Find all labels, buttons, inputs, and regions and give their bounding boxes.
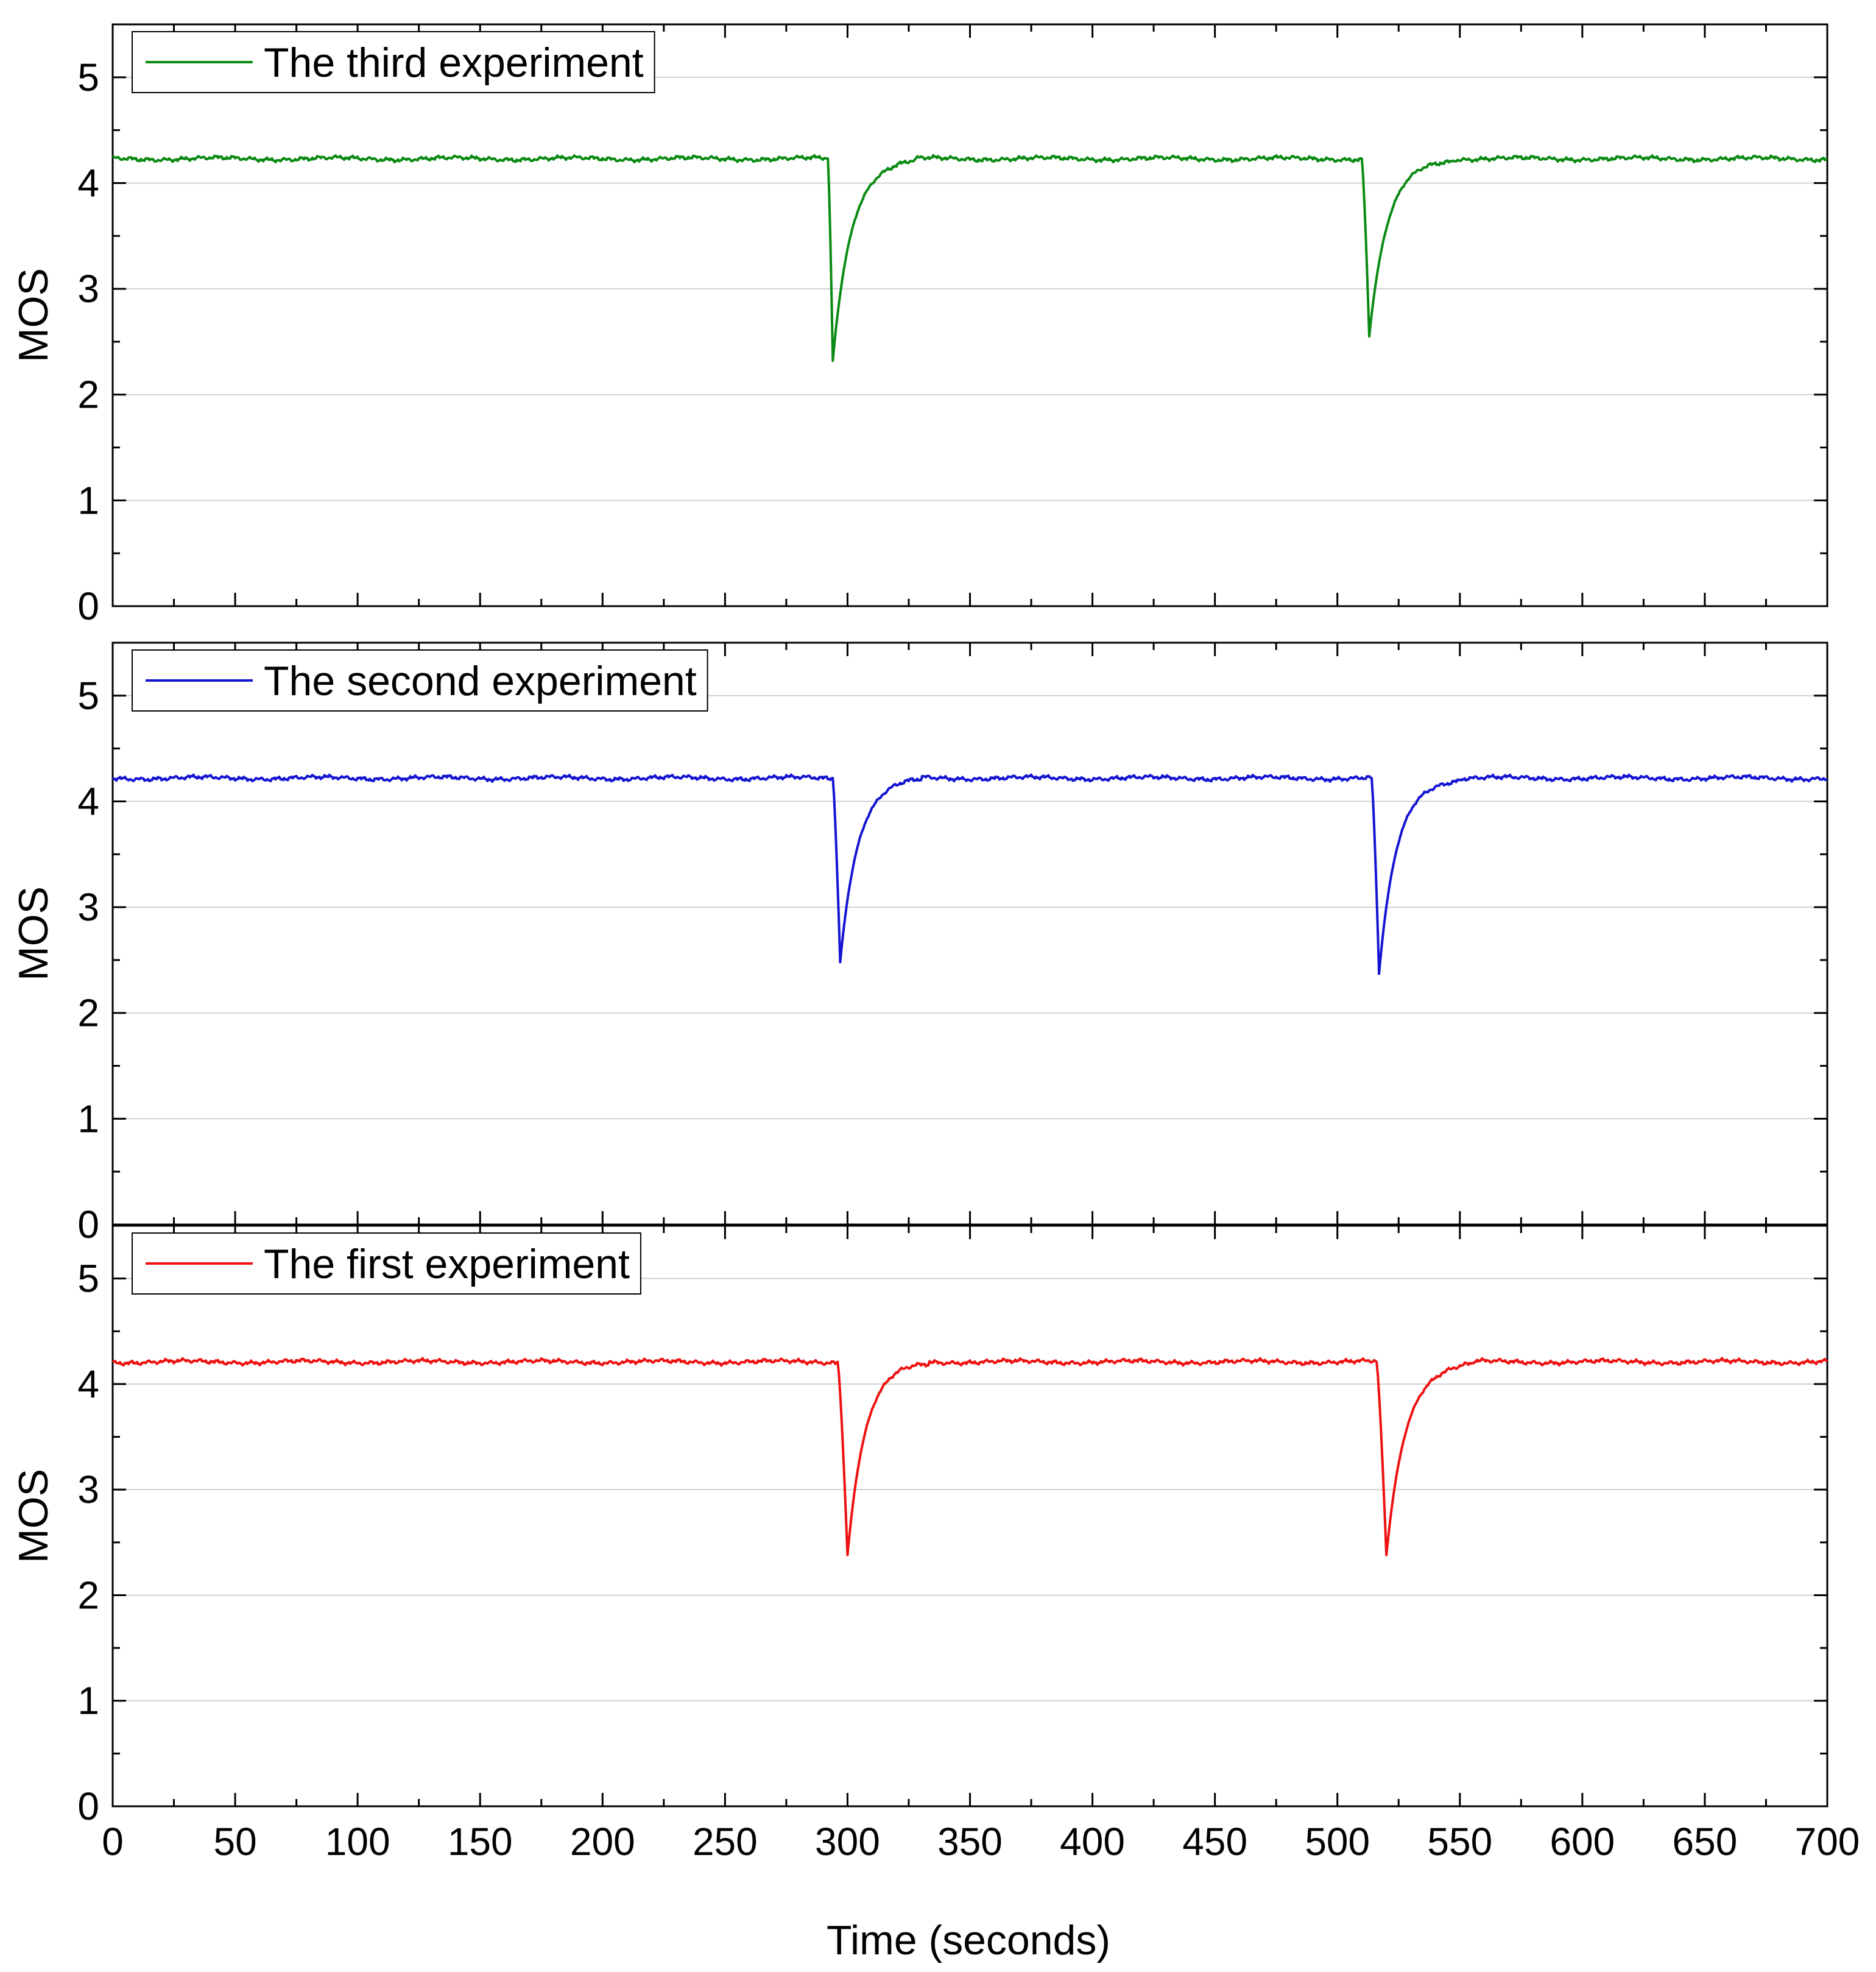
- series-line-second: [111, 773, 1828, 975]
- x-tick-label: 650: [1673, 1820, 1738, 1864]
- y-tick-label: 3: [77, 1468, 99, 1511]
- x-tick-label: 0: [102, 1820, 124, 1864]
- y-tick-label: 0: [77, 584, 99, 628]
- y-tick-label: 3: [77, 267, 99, 311]
- panel-second: 0 1 2 3 4 5 MOS The second experiment: [10, 641, 1828, 1246]
- y-tick-label: 1: [77, 1097, 99, 1140]
- y-axis-label: MOS: [10, 886, 57, 981]
- legend: The second experiment: [132, 649, 708, 712]
- plot-frame: [111, 1225, 1828, 1808]
- x-tick-label: 600: [1550, 1820, 1615, 1864]
- y-axis-label: MOS: [10, 268, 57, 362]
- x-axis-label: Time (seconds): [827, 1917, 1110, 1963]
- y-tick-label: 5: [77, 674, 99, 718]
- panel-first: 0 1 2 3 4 5 MOS The first experiment: [10, 1225, 1828, 1828]
- y-tick-label: 4: [77, 1362, 99, 1406]
- legend-label: The first experiment: [264, 1241, 630, 1287]
- y-tick-label: 0: [77, 1203, 99, 1246]
- x-tick-label: 200: [570, 1820, 635, 1864]
- legend-label: The third experiment: [264, 40, 644, 86]
- x-tick-label: 250: [693, 1820, 758, 1864]
- legend-box: [132, 1232, 641, 1295]
- panel-third: 0 1 2 3 4 5 MOS The third experiment: [10, 23, 1828, 628]
- y-tick-label: 2: [77, 1573, 99, 1617]
- y-tick-label: 5: [77, 1257, 99, 1301]
- y-tick-label: 3: [77, 885, 99, 929]
- y-tick-label: 2: [77, 991, 99, 1035]
- legend: The third experiment: [132, 31, 655, 93]
- y-tick-label: 4: [77, 779, 99, 823]
- y-tick-label: 0: [77, 1784, 99, 1828]
- x-tick-label: 500: [1305, 1820, 1370, 1864]
- series-line-third: [111, 154, 1828, 362]
- x-tick-label: 700: [1795, 1820, 1860, 1864]
- x-tick-label: 450: [1182, 1820, 1247, 1864]
- y-tick-label: 4: [77, 161, 99, 205]
- legend-label: The second experiment: [264, 658, 697, 704]
- x-tick-label: 350: [937, 1820, 1003, 1864]
- y-axis-label: MOS: [10, 1469, 57, 1563]
- x-tick-label: 400: [1060, 1820, 1125, 1864]
- panels-layer: 0 1 2 3 4 5 MOS The third experiment 0 1 2 3 4 5 MOS Th…: [10, 23, 1860, 1864]
- x-tick-label: 50: [213, 1820, 256, 1864]
- y-tick-label: 1: [77, 478, 99, 522]
- y-tick-label: 1: [77, 1679, 99, 1723]
- x-tick-label: 550: [1427, 1820, 1492, 1864]
- plot-frame: [111, 23, 1828, 607]
- series-line-first: [111, 1357, 1828, 1557]
- x-tick-label: 100: [325, 1820, 390, 1864]
- x-tick-label: 150: [448, 1820, 513, 1864]
- legend: The first experiment: [132, 1232, 641, 1295]
- x-tick-label: 300: [815, 1820, 880, 1864]
- plot-frame: [111, 641, 1828, 1226]
- y-tick-label: 2: [77, 373, 99, 417]
- y-tick-label: 5: [77, 55, 99, 99]
- x-tick-labels: 0 50 100 150 200 250 300 350 400 450 500 550 600 650 7…: [102, 1820, 1860, 1864]
